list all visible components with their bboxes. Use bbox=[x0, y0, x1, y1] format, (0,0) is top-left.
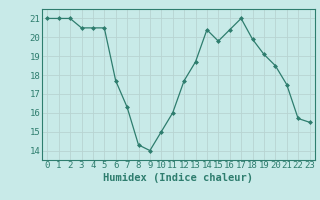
X-axis label: Humidex (Indice chaleur): Humidex (Indice chaleur) bbox=[103, 173, 253, 183]
